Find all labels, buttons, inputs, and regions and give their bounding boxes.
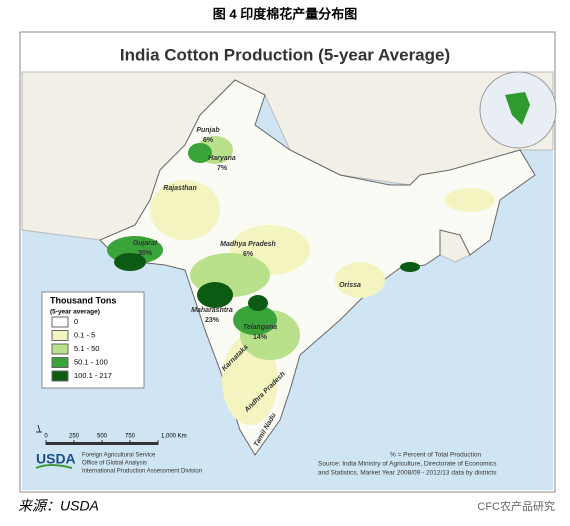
scale-label: 250 bbox=[69, 434, 80, 440]
legend-swatch bbox=[51, 330, 69, 341]
agency-line: Foreign Agricultural Service bbox=[82, 453, 156, 459]
production-patches bbox=[107, 136, 495, 425]
region-name: Punjab bbox=[196, 127, 220, 134]
legend-swatch bbox=[51, 316, 69, 328]
note-line: % = Percent of Total Production bbox=[390, 452, 481, 459]
notes: % = Percent of Total Production Source: I… bbox=[318, 452, 497, 477]
region-share: 6% bbox=[203, 137, 214, 144]
legend-label: 100.1 - 217 bbox=[74, 371, 112, 380]
region-share: 7% bbox=[217, 165, 228, 172]
patch bbox=[400, 262, 420, 272]
region-share: 6% bbox=[243, 251, 254, 258]
patch bbox=[335, 262, 385, 298]
patch bbox=[248, 295, 268, 311]
agency-line: Office of Global Analysis bbox=[82, 461, 147, 467]
legend-subtitle: (5-year average) bbox=[50, 309, 100, 316]
scale-label: 750 bbox=[125, 434, 136, 440]
region-share: 14% bbox=[253, 334, 268, 341]
legend-label: 0 bbox=[74, 317, 78, 326]
note-line: and Statistics, Market Year 2008/09 - 20… bbox=[318, 470, 497, 477]
legend-swatch bbox=[51, 370, 69, 382]
map-title: India Cotton Production (5-year Average) bbox=[120, 45, 450, 64]
patch bbox=[150, 180, 220, 240]
note-line: Source: India Ministry of Agriculture, D… bbox=[318, 461, 497, 468]
region-share: 30% bbox=[138, 250, 153, 257]
agency-line: International Production Assessment Divi… bbox=[82, 469, 202, 475]
patch bbox=[114, 253, 146, 271]
logo-swoosh bbox=[35, 464, 73, 469]
region-share: 23% bbox=[205, 317, 220, 324]
legend: Thousand Tons (5-year average) 0 0.1 - 5 5… bbox=[41, 291, 145, 389]
legend-swatch bbox=[51, 357, 69, 368]
usda-logo: USDA bbox=[36, 451, 76, 467]
legend-label: 50.1 - 100 bbox=[74, 357, 108, 366]
figure-caption: 图 4 印度棉花产量分布图 bbox=[213, 6, 357, 21]
agency-lines: Foreign Agricultural Service Office of Gl… bbox=[82, 453, 202, 475]
north-arrow bbox=[36, 424, 42, 433]
patch bbox=[233, 305, 277, 335]
patch bbox=[197, 282, 233, 308]
watermark: CFC农产品研究 bbox=[477, 499, 555, 513]
legend-label: 0.1 - 5 bbox=[74, 330, 95, 339]
region-name: Haryana bbox=[208, 155, 236, 162]
legend-label: 5.1 - 50 bbox=[74, 344, 99, 353]
region-name: Orissa bbox=[339, 282, 361, 289]
scale-label: 500 bbox=[97, 434, 108, 440]
patch bbox=[445, 188, 495, 212]
patch bbox=[188, 143, 212, 163]
region-name: Rajasthan bbox=[163, 185, 196, 192]
scale-label: 0 bbox=[44, 434, 48, 440]
scale-bar: 0 250 500 750 1,000 Km bbox=[36, 424, 187, 445]
inset-india bbox=[505, 92, 530, 125]
legend-swatch bbox=[51, 343, 69, 355]
region-name: Maharashtra bbox=[191, 307, 233, 314]
legend-title: Thousand Tons bbox=[50, 295, 116, 305]
source: 来源：USDA bbox=[18, 498, 99, 514]
scale-label: 1,000 Km bbox=[161, 434, 187, 440]
region-name: Telangana bbox=[243, 324, 277, 331]
region-name: Gujarat bbox=[133, 240, 158, 247]
region-name: Madhya Pradesh bbox=[220, 241, 276, 248]
